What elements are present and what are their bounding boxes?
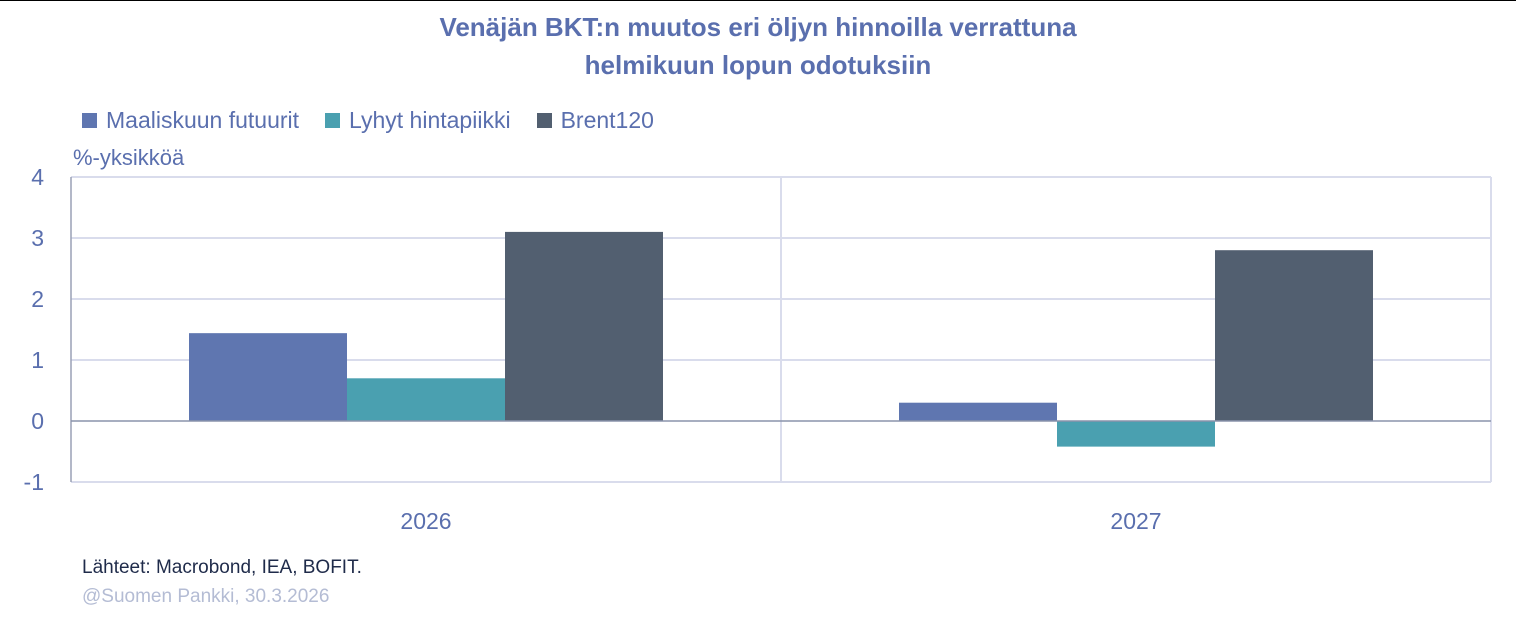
bar [189,333,347,421]
y-tick-1: 1 [31,347,44,373]
axes [70,177,1491,482]
legend-item-spike: Lyhyt hintapiikki [325,107,511,134]
gridlines [71,176,1492,483]
x-tick-2026: 2026 [400,508,452,534]
bars [189,231,1373,447]
copyright-note: @Suomen Pankki, 30.3.2026 [82,586,330,607]
legend-item-futures: Maaliskuun futuurit [82,107,299,134]
bar [899,402,1057,421]
legend-label-brent: Brent120 [560,107,654,133]
y-tick-2: 2 [31,286,44,312]
bar [347,378,505,421]
legend-swatch-brent [536,113,552,128]
top-border [0,0,1516,1]
chart-title-line1: Venäjän BKT:n muutos eri öljyn hinnoilla… [439,12,1077,42]
bar [505,231,663,421]
bar [1215,250,1373,421]
legend-swatch-spike [325,113,341,128]
y-tick-minus1: -1 [23,469,44,495]
y-tick-3: 3 [31,225,44,251]
legend-swatch-futures [82,113,97,128]
legend: Maaliskuun futuurit Lyhyt hintapiikki Br… [82,107,680,134]
legend-item-brent: Brent120 [536,107,654,134]
x-tick-2027: 2027 [1110,508,1162,534]
y-axis-unit-label: %-yksikköä [73,145,185,170]
legend-label-spike: Lyhyt hintapiikki [349,107,511,133]
bar [1057,421,1215,447]
chart-title-line2: helmikuun lopun odotuksiin [584,50,932,80]
source-note: Lähteet: Macrobond, IEA, BOFIT. [82,557,362,578]
chart-title: Venäjän BKT:n muutos eri öljyn hinnoilla… [0,8,1516,84]
y-tick-4: 4 [31,164,44,190]
legend-label-futures: Maaliskuun futuurit [106,107,300,133]
y-tick-0: 0 [31,408,44,434]
